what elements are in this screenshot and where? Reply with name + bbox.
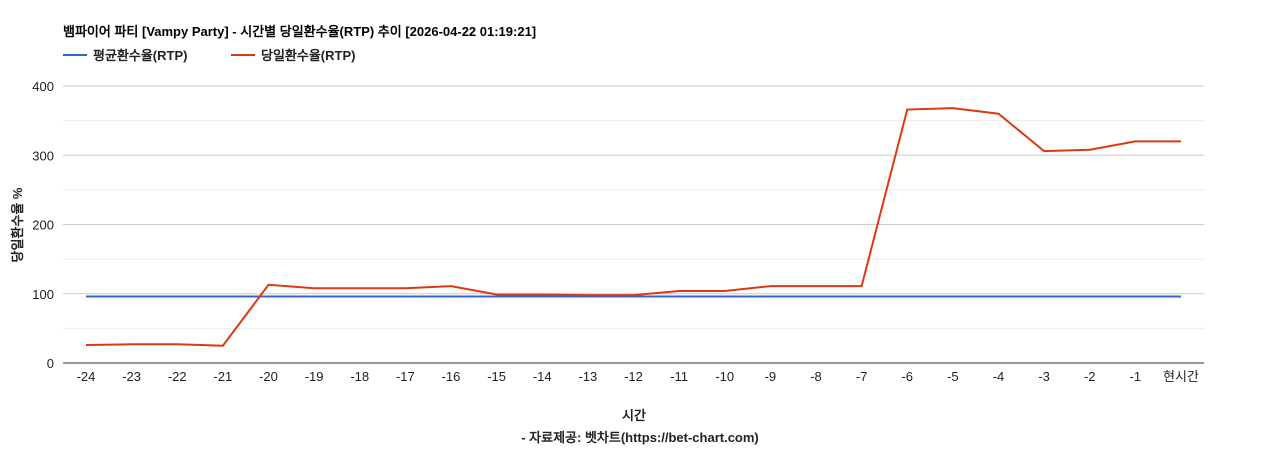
x-tick-label: -24 bbox=[77, 369, 96, 384]
x-tick-label: -11 bbox=[670, 369, 688, 384]
series-line bbox=[85, 107, 1181, 347]
x-tick-label: -14 bbox=[533, 369, 552, 384]
y-tick-label: 0 bbox=[47, 356, 54, 371]
x-tick-label: -22 bbox=[168, 369, 187, 384]
x-tick-label: -18 bbox=[350, 369, 369, 384]
x-tick-label: 현시간 bbox=[1163, 369, 1199, 384]
legend: 평균환수율(RTP) 당일환수율(RTP) bbox=[63, 48, 355, 63]
x-tick-label: -20 bbox=[259, 369, 278, 384]
x-tick-label: -12 bbox=[624, 369, 643, 384]
y-tick-label: 200 bbox=[32, 218, 54, 233]
y-tick-label: 300 bbox=[32, 148, 54, 163]
x-tick-label: -16 bbox=[442, 369, 461, 384]
y-axis-label: 당일환수율 % bbox=[10, 187, 25, 262]
x-tick-label: -15 bbox=[487, 369, 506, 384]
x-tick-label: -2 bbox=[1084, 369, 1096, 384]
x-tick-label: -5 bbox=[947, 369, 959, 384]
x-tick-label: -7 bbox=[856, 369, 868, 384]
chart-title: 뱀파이어 파티 [Vampy Party] - 시간별 당일환수율(RTP) 추… bbox=[63, 24, 536, 39]
x-tick-label: -13 bbox=[578, 369, 597, 384]
y-tick-label: 400 bbox=[32, 79, 54, 94]
y-ticks: 0 100 200 300 400 bbox=[32, 79, 54, 371]
grid bbox=[63, 85, 1204, 364]
x-tick-label: -10 bbox=[715, 369, 734, 384]
source-label: - 자료제공: 벳차트(https://bet-chart.com) bbox=[521, 430, 759, 445]
x-tick-label: -6 bbox=[901, 369, 913, 384]
x-tick-label: -8 bbox=[810, 369, 822, 384]
x-axis-label: 시간 bbox=[622, 408, 646, 423]
x-tick-label: -23 bbox=[122, 369, 141, 384]
x-tick-label: -19 bbox=[305, 369, 324, 384]
y-tick-label: 100 bbox=[32, 287, 54, 302]
x-tick-label: -9 bbox=[765, 369, 777, 384]
legend-label: 평균환수율(RTP) bbox=[93, 48, 187, 63]
series-lines bbox=[85, 107, 1181, 347]
x-tick-label: -4 bbox=[993, 369, 1005, 384]
x-tick-label: -1 bbox=[1130, 369, 1142, 384]
x-tick-label: -3 bbox=[1038, 369, 1050, 384]
legend-label: 당일환수율(RTP) bbox=[261, 48, 355, 63]
x-tick-label: -21 bbox=[213, 369, 232, 384]
x-tick-label: -17 bbox=[396, 369, 415, 384]
x-ticks: -24 -23 -22 -21 -20 -19 -18 -17 -16 -15 -14 -13 -12 -… bbox=[77, 369, 1199, 384]
